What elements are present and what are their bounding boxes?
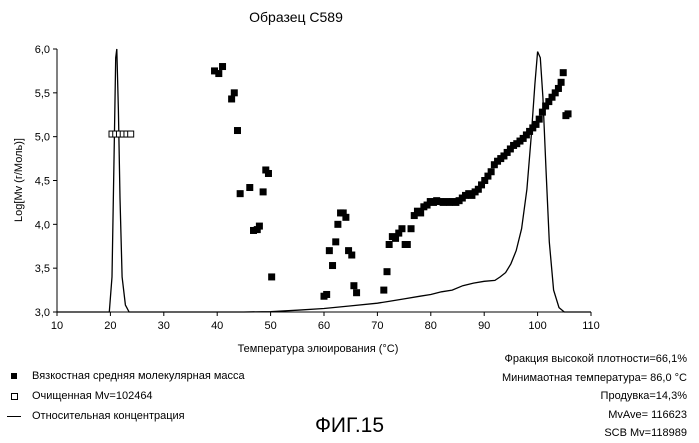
data-point-viscosity xyxy=(237,190,244,197)
x-tick-label: 50 xyxy=(264,320,276,332)
data-point-viscosity xyxy=(256,223,263,230)
data-point-viscosity xyxy=(323,291,330,298)
stat-purge: Продувка=14,3% xyxy=(502,387,687,406)
plot-area: 10 20 30 40 50 60 70 80 90 100 110 3,0 3,5 4,0 4,5 5,0 5… xyxy=(35,44,600,332)
chart-title: Образец С589 xyxy=(249,9,343,25)
legend-label-purified: Очищенная Mv=102464 xyxy=(32,390,153,402)
data-point-viscosity xyxy=(555,85,562,92)
data-point-viscosity xyxy=(386,241,393,248)
y-tick-label: 5,0 xyxy=(35,132,50,144)
x-tick-label: 30 xyxy=(158,320,170,332)
data-point-viscosity xyxy=(404,241,411,248)
x-tick-label: 60 xyxy=(318,320,330,332)
data-point-viscosity xyxy=(536,116,543,123)
data-point-viscosity xyxy=(398,225,405,232)
data-point-viscosity xyxy=(560,69,567,76)
data-point-viscosity xyxy=(231,89,238,96)
x-tick-label: 10 xyxy=(51,320,63,332)
open-square-icon xyxy=(6,393,22,400)
filled-square-icon xyxy=(6,373,22,379)
data-point-viscosity xyxy=(417,209,424,216)
data-point-viscosity xyxy=(342,214,349,221)
data-point-viscosity xyxy=(265,170,272,177)
data-point-viscosity xyxy=(332,238,339,245)
data-point-viscosity xyxy=(408,225,415,232)
y-tick-label: 3,5 xyxy=(35,263,50,275)
x-tick-label: 20 xyxy=(104,320,116,332)
data-point-viscosity xyxy=(380,287,387,294)
stat-high-density-fraction: Фракция высокой плотности=66,1% xyxy=(502,350,687,369)
data-point-viscosity xyxy=(234,127,241,134)
data-point-viscosity xyxy=(329,262,336,269)
series-concentration-line xyxy=(57,49,591,312)
stat-minimum-temperature: Минимаотная температура= 86,0 °С xyxy=(502,369,687,388)
y-tick-label: 4,5 xyxy=(35,176,50,188)
x-tick-label: 110 xyxy=(582,320,600,332)
y-tick-label: 3,0 xyxy=(35,307,50,319)
data-point-viscosity xyxy=(348,252,355,259)
legend-entry-viscosity: Вязкостная средняя молекулярная масса xyxy=(6,366,245,386)
x-tick-label: 70 xyxy=(371,320,383,332)
x-axis-label: Температура элюирования (°С) xyxy=(238,343,399,355)
legend-entry-purified: Очищенная Mv=102464 xyxy=(6,386,245,406)
data-point-viscosity xyxy=(268,273,275,280)
x-tick-label: 100 xyxy=(528,320,546,332)
data-point-purified xyxy=(128,131,134,137)
legend-label-viscosity: Вязкостная средняя молекулярная масса xyxy=(32,370,245,382)
y-tick-label: 4,0 xyxy=(35,219,50,231)
data-point-viscosity xyxy=(334,221,341,228)
y-tick-label: 5,5 xyxy=(35,88,50,100)
data-point-viscosity xyxy=(326,247,333,254)
data-point-viscosity xyxy=(558,79,565,86)
x-tick-label: 90 xyxy=(478,320,490,332)
data-point-viscosity xyxy=(246,184,253,191)
data-point-viscosity xyxy=(353,289,360,296)
data-point-viscosity xyxy=(228,95,235,102)
x-tick-label: 40 xyxy=(211,320,223,332)
y-tick-label: 6,0 xyxy=(35,44,50,56)
data-point-viscosity xyxy=(219,63,226,70)
data-point-viscosity xyxy=(488,168,495,175)
data-point-viscosity xyxy=(260,188,267,195)
data-point-viscosity xyxy=(350,282,357,289)
data-point-viscosity xyxy=(539,109,546,116)
data-point-viscosity xyxy=(384,268,391,275)
y-axis-label: Log[Mv (г/Моль)] xyxy=(13,138,25,222)
data-point-viscosity xyxy=(215,70,222,77)
data-point-viscosity xyxy=(565,110,572,117)
figure-caption: ФИГ.15 xyxy=(0,414,699,438)
x-tick-label: 80 xyxy=(425,320,437,332)
